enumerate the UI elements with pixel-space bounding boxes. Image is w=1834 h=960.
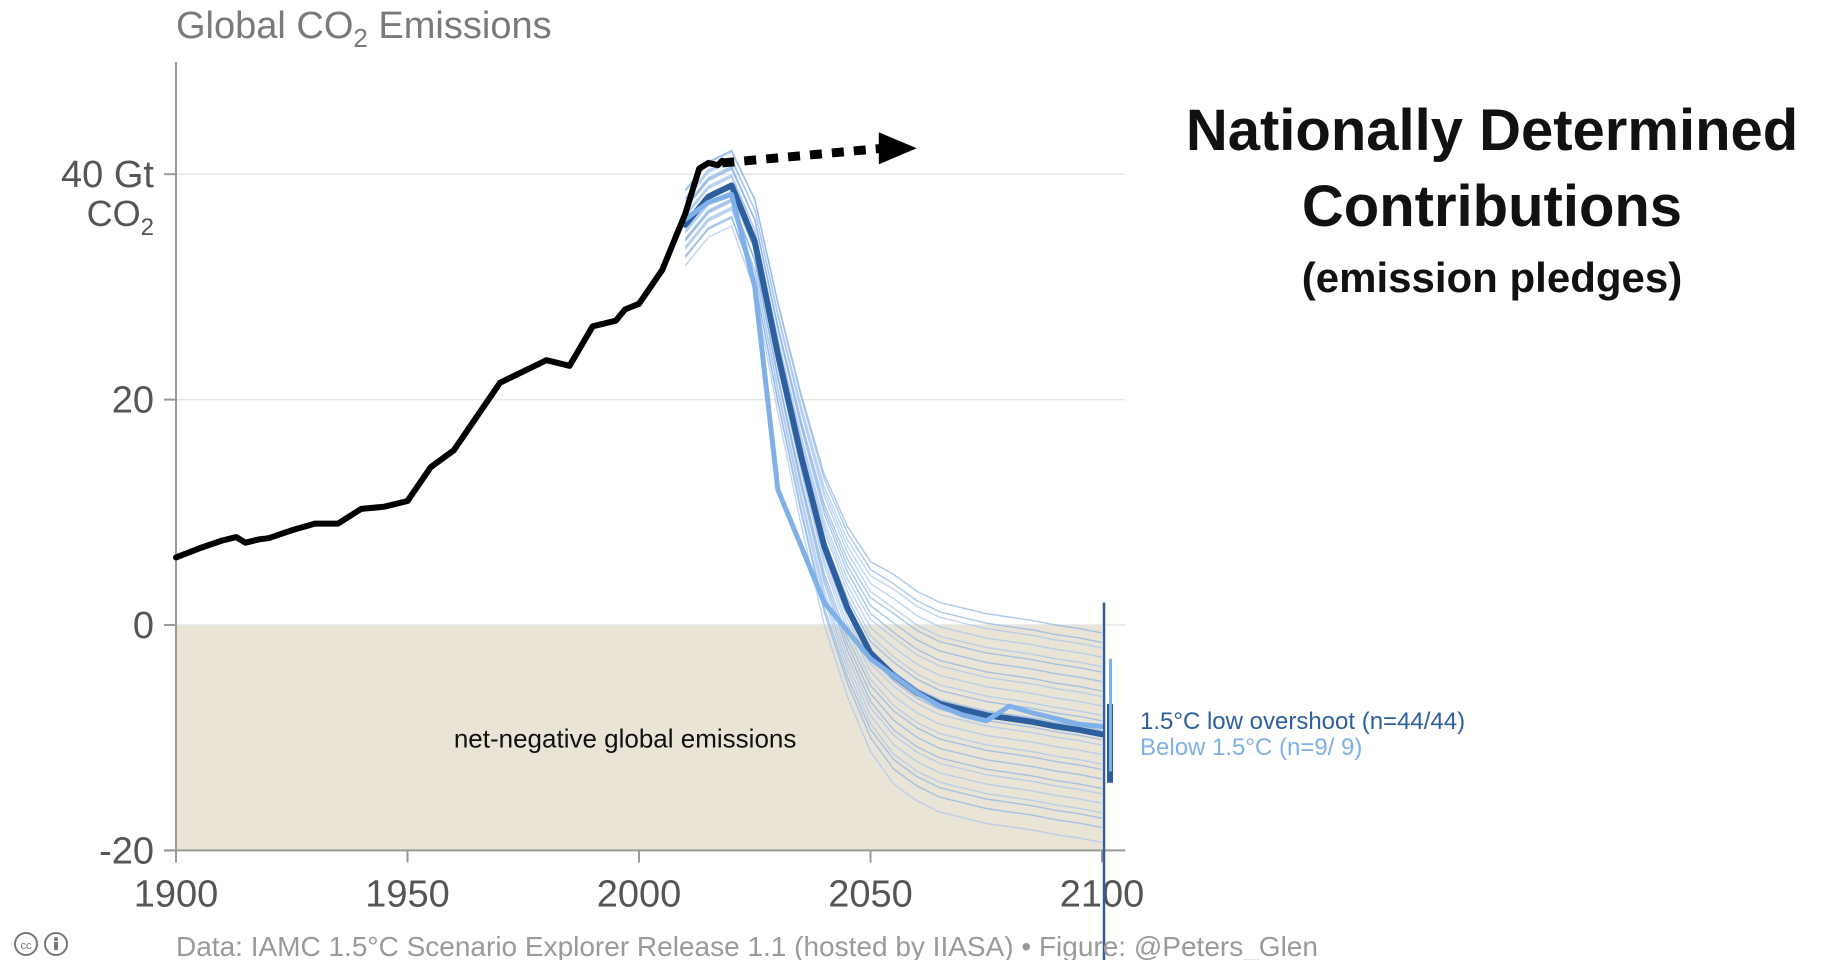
attribution-icon <box>44 932 68 956</box>
ndc-arrow-shaft <box>721 143 884 168</box>
x-tick-label: 2000 <box>597 873 682 915</box>
scenario-line <box>684 150 1103 634</box>
x-tick-label: 2050 <box>828 873 913 915</box>
historical-emissions-line <box>173 157 726 561</box>
scenario-line <box>684 166 1103 683</box>
y-tick-label: -20 <box>99 830 154 872</box>
range-bar-below-1-5 <box>1109 658 1112 772</box>
x-tick-label: 1950 <box>365 873 450 915</box>
legend-below-1-5: Below 1.5°C (n=9/ 9) <box>1140 734 1362 761</box>
ndc-headline-line-2: Contributions <box>1302 174 1682 239</box>
chart-title: Global CO2 Emissions <box>176 5 552 53</box>
net-negative-label: net-negative global emissions <box>454 724 797 754</box>
legend-low-overshoot: 1.5°C low overshoot (n=44/44) <box>1140 708 1465 735</box>
series-group <box>682 182 1105 738</box>
ndc-headline-line-1: Nationally Determined <box>1186 98 1798 163</box>
cc-icon <box>14 932 38 956</box>
scenario-line <box>684 200 1103 771</box>
ndc-arrow <box>721 132 917 168</box>
series-below-1-5-line <box>682 192 1105 729</box>
x-tick-label: 1900 <box>134 873 219 915</box>
y-tick-label: 0 <box>133 605 154 647</box>
range-bars-2100 <box>1102 602 1113 960</box>
scenario-line <box>684 208 1103 795</box>
y-unit-label: CO2 <box>87 193 154 241</box>
x-tick-label: 2100 <box>1060 873 1145 915</box>
scenario-line <box>684 165 1103 692</box>
scenario-line <box>684 168 1103 673</box>
footer-credit: Data: IAMC 1.5°C Scenario Explorer Relea… <box>176 931 1318 960</box>
x-ticks: 1900 1950 2000 2050 2100 <box>134 850 1145 915</box>
scenario-line <box>684 160 1103 649</box>
ndc-arrow-head <box>878 132 917 165</box>
attribution-icon-head <box>54 937 58 941</box>
scenario-line <box>684 176 1103 698</box>
grid <box>176 173 1126 626</box>
ndc-subheading: (emission pledges) <box>1302 254 1682 301</box>
attribution-icon-body <box>54 942 58 950</box>
y-tick-label: 20 <box>112 380 154 422</box>
y-tick-label: 40 Gt <box>61 154 154 196</box>
cc-icon-text: cc <box>21 940 33 952</box>
license-icons: cc <box>14 932 68 956</box>
